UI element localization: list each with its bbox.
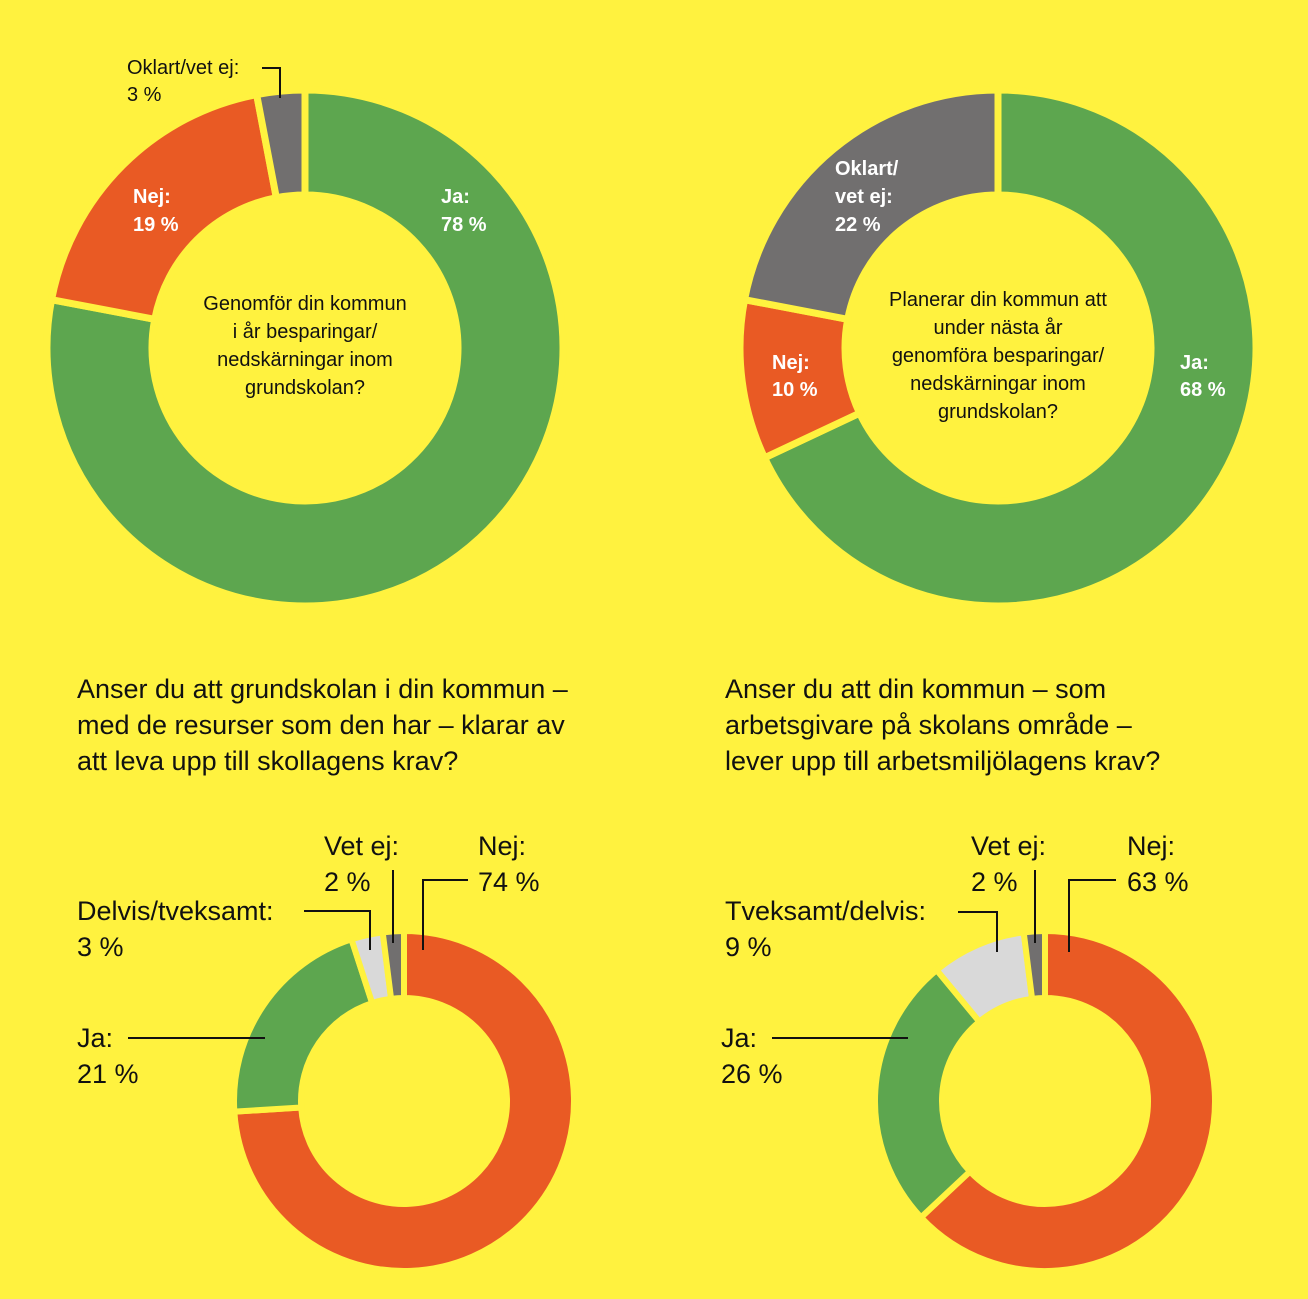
- chart-2-question: Planerar din kommun att under nästa år gen…: [889, 289, 1107, 423]
- chart-1-oklart-label: Oklart/vet ej:: [127, 57, 239, 79]
- chart-4-slice-ja: [872, 965, 984, 1222]
- chart-2-nej-label: Nej:: [772, 352, 810, 374]
- chart-3-slice-vet-ej: [379, 927, 407, 1003]
- chart-4-ja-value: 26 %: [721, 1059, 783, 1089]
- chart-4-ja-label: Ja:: [721, 1023, 757, 1053]
- chart-3-labels: Anser du att grundskolan i din kommun – m…: [77, 674, 568, 1089]
- chart-4-nej-value: 63 %: [1127, 867, 1189, 897]
- chart-1-nej-value: 19 %: [133, 214, 179, 236]
- chart-4-tveksamt-value: 9 %: [725, 932, 772, 962]
- chart-2-oklart-label-2: vet ej:: [835, 186, 893, 208]
- chart-1-slice-oklart-vet-ej: [252, 86, 309, 202]
- chart-1-labels: Genomför din kommun i år besparingar/neds…: [127, 57, 487, 399]
- chart-4-vetej-value: 2 %: [971, 867, 1018, 897]
- chart-4-nej-leader-line: [1068, 879, 1116, 952]
- chart-4-slice-vet-ej: [1020, 927, 1048, 1003]
- chart-2-labels: Planerar din kommun att under nästa år gen…: [772, 158, 1226, 423]
- chart-3-delvis-leader-line: [304, 910, 371, 950]
- chart-2-slice-oklart-vet-ej: [740, 86, 1002, 324]
- chart-3-nej-label: Nej:: [478, 831, 526, 861]
- chart-3-nej-leader-line: [422, 879, 468, 950]
- chart-1-nej-label: Nej:: [133, 186, 171, 208]
- chart-3-ja-value: 21 %: [77, 1059, 139, 1089]
- chart-1-slice-ja: [43, 86, 567, 610]
- chart-3-delvis-value: 3 %: [77, 932, 124, 962]
- chart-4-tveksamt-label: Tveksamt/delvis:: [725, 896, 926, 926]
- chart-2-ja-label: Ja:: [1180, 352, 1209, 374]
- chart-3-nej-value: 74 %: [478, 867, 540, 897]
- chart-4-nej-label: Nej:: [1127, 831, 1175, 861]
- chart-1-oklart-value: 3 %: [127, 84, 162, 106]
- chart-1-slice-nej: [47, 90, 281, 324]
- chart-2-slice-ja: [759, 86, 1260, 610]
- chart-1-oklart-leader-line: [262, 67, 281, 98]
- chart-4-slice-nej: [916, 927, 1218, 1274]
- chart-1-question: Genomför din kommun i år besparingar/neds…: [203, 293, 406, 399]
- chart-1-ja-value: 78 %: [441, 214, 487, 236]
- chart-2-oklart-value: 22 %: [835, 214, 881, 236]
- chart-4-tveksamt-leader-line: [958, 911, 998, 952]
- chart-3-delvis-label: Delvis/tveksamt:: [77, 896, 274, 926]
- chart-3-question: Anser du att grundskolan i din kommun – m…: [77, 674, 568, 776]
- chart-2-ja-value: 68 %: [1180, 379, 1226, 401]
- chart-3-ja-label: Ja:: [77, 1023, 113, 1053]
- chart-3-vetej-value: 2 %: [324, 867, 371, 897]
- chart-3-vetej-label: Vet ej:: [324, 831, 399, 861]
- chart-3-slice-nej: [231, 927, 577, 1274]
- chart-4-question: Anser du att din kommun – som arbetsgivar…: [725, 674, 1160, 776]
- chart-4-labels: Anser du att din kommun – som arbetsgivar…: [721, 674, 1189, 1089]
- chart-4-vetej-label: Vet ej:: [971, 831, 1046, 861]
- chart-1-ja-label: Ja:: [441, 186, 470, 208]
- chart-2-oklart-label-1: Oklart/: [835, 158, 899, 180]
- chart-2-nej-value: 10 %: [772, 379, 818, 401]
